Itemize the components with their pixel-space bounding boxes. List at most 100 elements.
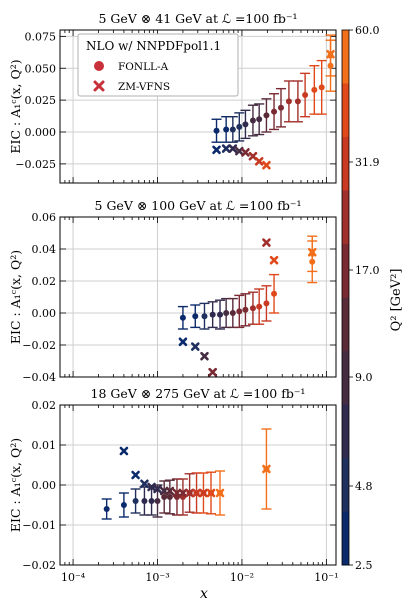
legend: NLO w/ NNPDFpol1.1 FONLL-A ZM-VFNS xyxy=(77,33,239,97)
zmvfns-point xyxy=(215,488,225,498)
x-tick-label: 10⁻⁴ xyxy=(61,571,86,584)
colorbar-segment xyxy=(342,458,349,512)
y-tick-label: 0.075 xyxy=(25,30,57,43)
x-tick-label: 10⁻³ xyxy=(145,571,169,584)
y-tick-label: 0.06 xyxy=(32,211,57,224)
zmvfns-point xyxy=(254,157,264,166)
fonll-point xyxy=(256,303,263,310)
zmvfns-point xyxy=(165,486,175,496)
fonll-point xyxy=(236,308,243,315)
y-tick-label: 0.04 xyxy=(32,243,57,256)
y-tick-label: 0.050 xyxy=(25,62,57,75)
fonll-point xyxy=(209,311,216,318)
colorbar-tick-label: 60.0 xyxy=(355,24,380,37)
panel-title: 5 GeV ⊗ 41 GeV at ℒ =100 fb⁻¹ xyxy=(99,11,298,26)
fonll-point xyxy=(148,498,155,504)
colorbar-segment xyxy=(342,190,349,245)
fonll-point xyxy=(223,126,230,133)
x-axis-label: x xyxy=(200,586,208,602)
colorbar-segment xyxy=(342,137,349,191)
y-tick-label: −0.02 xyxy=(22,339,56,352)
colorbar-segment xyxy=(342,351,349,405)
fonll-point xyxy=(294,98,301,105)
fonll-point xyxy=(249,117,256,124)
fonll-point xyxy=(271,290,278,297)
zmvfns-point xyxy=(206,488,216,498)
zmvfns-point xyxy=(190,342,200,351)
fonll-point xyxy=(166,494,173,500)
y-tick-label: −0.02 xyxy=(22,559,56,572)
zmvfns-point xyxy=(208,367,217,377)
fonll-point xyxy=(242,306,249,313)
y-tick-label: 0.02 xyxy=(32,399,57,412)
zmvfns-point xyxy=(178,488,188,498)
zmvfns-point xyxy=(147,482,156,492)
fonll-point xyxy=(318,84,325,91)
data-layer xyxy=(211,34,336,170)
zmvfns-point xyxy=(178,337,188,347)
colorbar-segment xyxy=(342,511,349,566)
panel-title: 5 GeV ⊗ 100 GeV at ℒ =100 fb⁻¹ xyxy=(95,198,302,213)
y-tick-label: 0.01 xyxy=(32,439,57,452)
colorbar-tick-label: 4.8 xyxy=(355,480,373,493)
zmvfns-point xyxy=(241,148,250,157)
fonll-point xyxy=(256,116,263,123)
colorbar-frame xyxy=(341,29,350,566)
zmvfns-point xyxy=(262,160,271,170)
data-layer xyxy=(101,428,272,520)
zmvfns-point xyxy=(172,488,182,498)
colorbar: 2.5 4.8 9.0 17.0 31.9 60.0 xyxy=(341,24,380,572)
y-tick-label: −0.025 xyxy=(15,158,56,171)
colorbar-label: Q² [GeV²] xyxy=(389,269,404,332)
colorbar-tick-label: 2.5 xyxy=(355,559,373,572)
fonll-point xyxy=(236,123,243,130)
y-tick-label: 0.000 xyxy=(25,126,57,139)
plot-frame xyxy=(59,216,337,378)
fonll-point xyxy=(154,498,161,504)
fonll-point xyxy=(311,86,318,93)
zmvfns-point xyxy=(326,49,335,59)
x-tick-label: 10⁻¹ xyxy=(314,571,338,584)
zmvfns-point xyxy=(140,479,149,489)
y-axis-label: EIC : A₁ᶜ(x, Q²) xyxy=(8,59,23,153)
fonll-point xyxy=(132,498,139,504)
panel-title: 18 GeV ⊗ 275 GeV at ℒ =100 fb⁻¹ xyxy=(91,386,306,401)
fonll-point xyxy=(249,305,256,312)
legend-marker-circle xyxy=(94,61,104,71)
fonll-point xyxy=(271,108,278,115)
zmvfns-point xyxy=(228,144,238,153)
fonll-point xyxy=(229,310,236,316)
zmvfns-point xyxy=(200,351,209,361)
fonll-point xyxy=(263,300,270,307)
y-axis-label: EIC : A₁ᶜ(x, Q²) xyxy=(8,438,23,532)
legend-marker-x xyxy=(93,80,105,92)
zmvfns-point xyxy=(131,470,140,480)
zmvfns-point xyxy=(212,145,221,155)
fonll-point xyxy=(302,92,309,99)
colorbar-tick-label: 9.0 xyxy=(355,371,373,384)
zmvfns-point xyxy=(199,488,208,498)
fonll-point xyxy=(192,313,199,320)
x-tick-label: 10⁻² xyxy=(230,571,254,584)
zmvfns-point xyxy=(192,488,201,498)
colorbar-segment xyxy=(342,244,349,298)
colorbar-segment xyxy=(342,404,349,459)
zmvfns-point xyxy=(262,464,271,474)
fonll-point xyxy=(242,121,249,128)
y-tick-label: −0.04 xyxy=(22,371,56,384)
fonll-point xyxy=(103,506,110,512)
legend-entry-fonll: FONLL-A xyxy=(118,61,169,73)
fonll-point xyxy=(179,314,186,321)
colorbar-segment xyxy=(342,30,349,84)
fonll-point xyxy=(213,127,220,134)
y-tick-label: 0.00 xyxy=(32,307,57,320)
zmvfns-point xyxy=(221,144,231,153)
zmvfns-point xyxy=(262,238,271,247)
zmvfns-point xyxy=(153,484,162,494)
zmvfns-point xyxy=(119,446,129,456)
colorbar-tick-label: 17.0 xyxy=(355,264,380,277)
legend-title: NLO w/ NNPDFpol1.1 xyxy=(86,39,221,53)
y-tick-label: 0.00 xyxy=(32,479,57,492)
legend-entry-zmvfns: ZM-VFNS xyxy=(118,81,170,93)
fonll-point xyxy=(141,498,148,504)
